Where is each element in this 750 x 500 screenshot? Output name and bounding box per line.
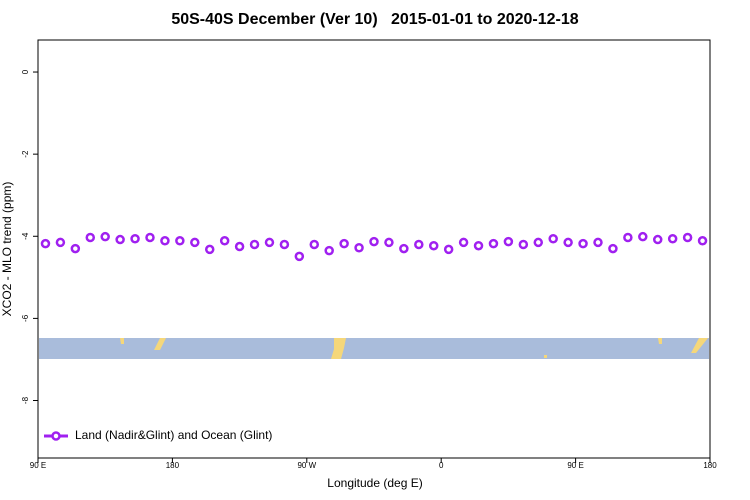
point: [518, 239, 529, 250]
x-tick-label: 0: [439, 461, 444, 470]
point: [40, 238, 51, 249]
point: [697, 236, 708, 246]
legend-label: Land (Nadir&Glint) and Ocean (Glint): [75, 428, 272, 442]
point: [354, 243, 364, 253]
point: [638, 231, 648, 242]
point: [623, 232, 633, 243]
point: [369, 236, 379, 247]
point: [219, 236, 230, 246]
point: [652, 234, 663, 245]
point: [190, 237, 200, 248]
x-tick-label: 180: [166, 461, 180, 470]
y-tick-label: -8: [21, 396, 30, 404]
point: [384, 237, 394, 248]
y-tick-label: -6: [21, 314, 30, 322]
x-tick-label: 180: [703, 461, 717, 470]
point: [309, 239, 320, 250]
point: [667, 233, 678, 244]
point: [414, 239, 424, 250]
x-tick-label: 90 E: [567, 461, 583, 470]
point: [264, 237, 275, 248]
point: [399, 243, 409, 254]
point: [682, 232, 693, 243]
legend-marker: [51, 431, 61, 441]
point: [563, 237, 573, 248]
point: [145, 232, 155, 243]
point: [488, 238, 499, 249]
point: [294, 251, 305, 262]
point: [204, 244, 215, 255]
ocean: [39, 338, 709, 359]
point: [249, 239, 260, 250]
point: [234, 241, 245, 252]
point: [100, 231, 110, 242]
y-tick-label: -2: [21, 150, 30, 158]
y-tick-label: 0: [21, 69, 30, 74]
point: [593, 237, 603, 248]
point: [85, 232, 96, 243]
x-axis-label: Longitude (deg E): [327, 476, 422, 490]
point: [533, 237, 544, 248]
point: [548, 233, 558, 244]
point: [608, 243, 618, 254]
x-tick-label: 90 E: [30, 461, 46, 470]
point: [279, 239, 290, 250]
point: [175, 236, 185, 246]
point: [443, 244, 454, 255]
point: [160, 236, 170, 246]
chart-title: 50S-40S December (Ver 10) 2015-01-01 to …: [171, 11, 578, 28]
point: [115, 234, 125, 245]
point: [578, 238, 588, 249]
x-tick-label: 90 W: [297, 461, 316, 470]
point: [503, 236, 514, 247]
point: [55, 237, 66, 248]
y-tick-label: -4: [21, 232, 30, 240]
point: [473, 240, 484, 251]
point: [428, 240, 439, 251]
plot-frame: [37, 39, 711, 459]
point: [70, 243, 81, 254]
map-strip: [39, 338, 709, 359]
point: [339, 238, 349, 249]
point: [458, 237, 469, 248]
y-axis-label: XCO2 - MLO trend (ppm): [0, 182, 14, 317]
point: [324, 245, 334, 256]
point: [130, 233, 140, 244]
